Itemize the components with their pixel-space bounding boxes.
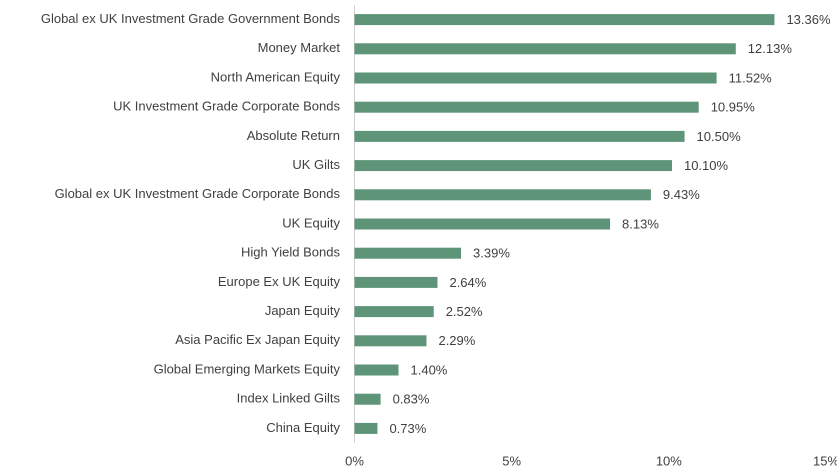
bar (354, 218, 611, 230)
bar (354, 189, 651, 201)
bar (354, 72, 717, 84)
y-tick-label: China Equity (266, 420, 340, 435)
data-label: 3.39% (473, 246, 510, 261)
x-tick-label: 15% (813, 453, 837, 468)
bar (354, 276, 438, 288)
y-tick-label: UK Investment Grade Corporate Bonds (113, 99, 340, 114)
data-label: 8.13% (622, 216, 659, 231)
data-label: 2.64% (449, 275, 486, 290)
y-tick-label: North American Equity (211, 69, 341, 84)
data-label: 12.13% (748, 41, 793, 56)
data-label: 0.83% (393, 392, 430, 407)
data-label: 2.52% (446, 304, 483, 319)
data-label: 10.50% (697, 129, 742, 144)
bar (354, 422, 378, 434)
bar (354, 160, 672, 172)
bar (354, 43, 736, 55)
y-tick-label: Index Linked Gilts (237, 391, 341, 406)
bar (354, 393, 381, 405)
y-tick-label: Japan Equity (265, 303, 341, 318)
y-tick-label: UK Equity (282, 215, 340, 230)
y-tick-label: UK Gilts (292, 157, 340, 172)
bar (354, 14, 775, 26)
data-label: 10.10% (684, 158, 729, 173)
y-tick-label: High Yield Bonds (241, 245, 341, 260)
y-tick-label: Money Market (258, 40, 341, 55)
x-tick-label: 0% (345, 453, 364, 468)
y-tick-label: Absolute Return (247, 128, 340, 143)
bar (354, 247, 462, 259)
bar (354, 335, 427, 347)
y-tick-label: Asia Pacific Ex Japan Equity (175, 332, 340, 347)
bar (354, 130, 685, 142)
bar (354, 306, 434, 318)
y-tick-label: Europe Ex UK Equity (218, 274, 341, 289)
data-label: 1.40% (411, 362, 448, 377)
bar (354, 364, 399, 376)
data-label: 13.36% (786, 12, 831, 27)
y-tick-label: Global Emerging Markets Equity (154, 361, 341, 376)
y-tick-label: Global ex UK Investment Grade Corporate … (55, 186, 341, 201)
data-label: 2.29% (438, 333, 475, 348)
y-tick-label: Global ex UK Investment Grade Government… (41, 11, 341, 26)
data-label: 10.95% (711, 100, 756, 115)
data-label: 9.43% (663, 187, 700, 202)
x-tick-label: 5% (502, 453, 521, 468)
data-label: 11.52% (729, 70, 773, 85)
x-tick-label: 10% (656, 453, 682, 468)
data-label: 0.73% (389, 421, 426, 436)
bar (354, 101, 699, 113)
